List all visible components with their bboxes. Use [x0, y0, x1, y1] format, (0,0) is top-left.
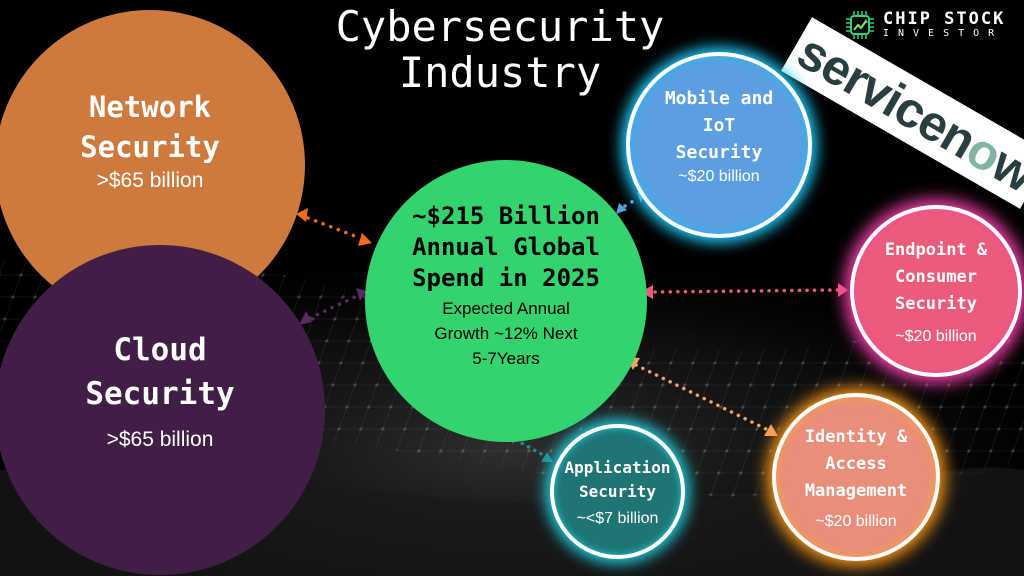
- segment-name-line: Endpoint &: [884, 239, 988, 260]
- segment-name-line: Security: [895, 293, 977, 314]
- segment-name: Cloud Security: [85, 328, 234, 416]
- logo-line-1: CHIP STOCK: [883, 8, 1006, 29]
- segment-name-line: Network: [88, 90, 212, 124]
- segment-name-line: Cloud: [113, 332, 207, 368]
- segment-value: ~<$7 billion: [576, 509, 659, 527]
- segment-application-security: Application Security ~<$7 billion: [550, 424, 685, 559]
- segment-name-line: Identity &: [804, 426, 908, 447]
- segment-name-line: Security: [578, 481, 657, 501]
- segment-name: Application Security: [565, 456, 671, 504]
- segment-name: Network Security: [80, 87, 220, 167]
- core-headline-line: ~$215 Billion: [412, 202, 600, 230]
- segment-name-line: Access: [825, 453, 887, 474]
- segment-name: Endpoint & Consumer Security: [885, 237, 987, 318]
- segment-name-line: Security: [675, 141, 763, 163]
- segment-name-line: IoT: [702, 114, 736, 136]
- core-headline-line: Annual Global: [412, 233, 600, 261]
- segment-mobile-iot-security: Mobile and IoT Security ~$20 billion: [626, 52, 812, 238]
- chip-chart-icon: [846, 11, 874, 39]
- segment-endpoint-consumer-security: Endpoint & Consumer Security ~$20 billio…: [850, 205, 1022, 377]
- segment-value: ~$20 billion: [815, 512, 897, 530]
- segment-value: >$65 billion: [106, 428, 214, 451]
- core-subtext: Expected Annual Growth ~12% Next 5-7Year…: [434, 296, 577, 371]
- segment-name-line: Application: [564, 457, 671, 477]
- chip-stock-investor-logo: CHIP STOCK INVESTOR: [845, 10, 1005, 40]
- segment-name-line: Consumer: [895, 266, 977, 287]
- core-headline: ~$215 Billion Annual Global Spend in 202…: [412, 201, 600, 294]
- core-subtext-line: 5-7Years: [472, 349, 540, 368]
- core-subtext-line: Growth ~12% Next: [434, 324, 578, 343]
- segment-value: ~$20 billion: [895, 327, 977, 345]
- segment-name-line: Security: [80, 130, 220, 164]
- segment-name: Identity & Access Management: [805, 424, 907, 505]
- segment-cloud-security: Cloud Security >$65 billion: [0, 245, 325, 575]
- core-global-spend: ~$215 Billion Annual Global Spend in 202…: [365, 160, 647, 442]
- segment-identity-access-management: Identity & Access Management ~$20 billio…: [772, 393, 940, 561]
- segment-name-line: Security: [85, 376, 235, 412]
- segment-value: ~$20 billion: [678, 167, 760, 185]
- title-line-1: Cybersecurity: [335, 2, 665, 51]
- segment-name: Mobile and IoT Security: [665, 85, 773, 166]
- segment-name-line: Mobile and: [664, 87, 774, 109]
- segment-name-line: Management: [804, 480, 908, 501]
- segment-value: >$65 billion: [96, 169, 204, 192]
- page-title: Cybersecurity Industry: [270, 4, 730, 96]
- title-line-2: Industry: [398, 48, 602, 97]
- core-headline-line: Spend in 2025: [412, 264, 600, 292]
- logo-line-2: INVESTOR: [883, 27, 1004, 39]
- core-subtext-line: Expected Annual: [442, 299, 570, 318]
